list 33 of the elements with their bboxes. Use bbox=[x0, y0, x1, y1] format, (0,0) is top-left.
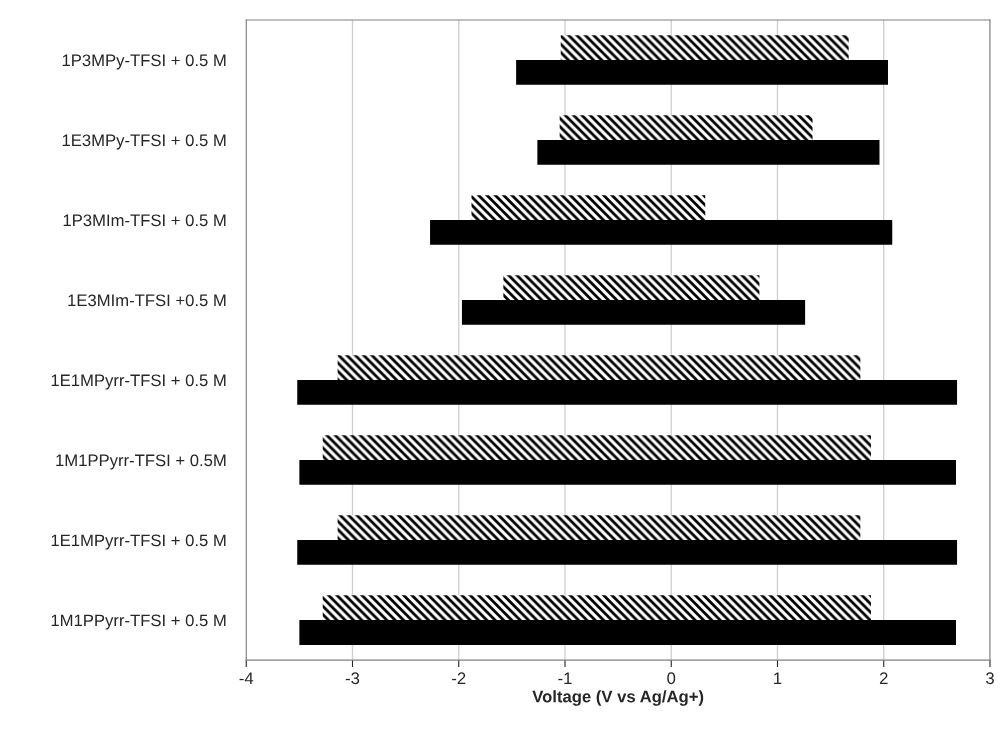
x-tick-label: -1 bbox=[558, 672, 572, 684]
bar bbox=[516, 59, 888, 85]
x-tick-label: 2 bbox=[879, 672, 888, 684]
bar bbox=[430, 220, 893, 245]
bar bbox=[503, 275, 760, 301]
bar bbox=[337, 355, 861, 381]
bar bbox=[299, 460, 956, 485]
x-tick-label: -2 bbox=[452, 672, 466, 684]
x-tick-label: 1 bbox=[774, 672, 782, 684]
x-tick-label: -4 bbox=[239, 672, 254, 684]
y-tick-label: 1M1PPyrr-TFSI + 0.5M bbox=[56, 454, 226, 470]
bar bbox=[337, 515, 861, 541]
y-tick-label: 1E3MIm-TFSI +0.5 M bbox=[68, 294, 226, 307]
bar bbox=[471, 195, 706, 221]
y-tick-label: 1E3MPy-TFSI + 0.5 M bbox=[62, 134, 226, 150]
x-tick-label: 3 bbox=[985, 672, 994, 685]
x-tick-label: -3 bbox=[345, 672, 360, 685]
bar bbox=[322, 435, 871, 461]
y-tick-label: 1P3MPy-TFSI + 0.5 M bbox=[62, 54, 226, 70]
bar bbox=[299, 620, 956, 645]
bar bbox=[559, 115, 813, 140]
y-tick-label: 1P3MIm-TFSI + 0.5 M bbox=[63, 214, 226, 227]
y-tick-label: 1E1MPyrr-TFSI + 0.5 M bbox=[51, 374, 226, 390]
y-tick-label: 1E1MPyrr-TFSI + 0.5 M bbox=[51, 534, 226, 550]
y-tick-label: 1M1PPyrr-TFSI + 0.5 M bbox=[51, 614, 226, 630]
bar bbox=[560, 35, 849, 60]
bar bbox=[322, 595, 871, 621]
x-axis-title: Voltage (V vs Ag/Ag+) bbox=[532, 690, 704, 706]
x-tick-label: 0 bbox=[667, 672, 676, 685]
bar bbox=[297, 380, 958, 405]
bar bbox=[297, 540, 958, 565]
bar bbox=[461, 300, 806, 325]
bar bbox=[537, 140, 880, 165]
